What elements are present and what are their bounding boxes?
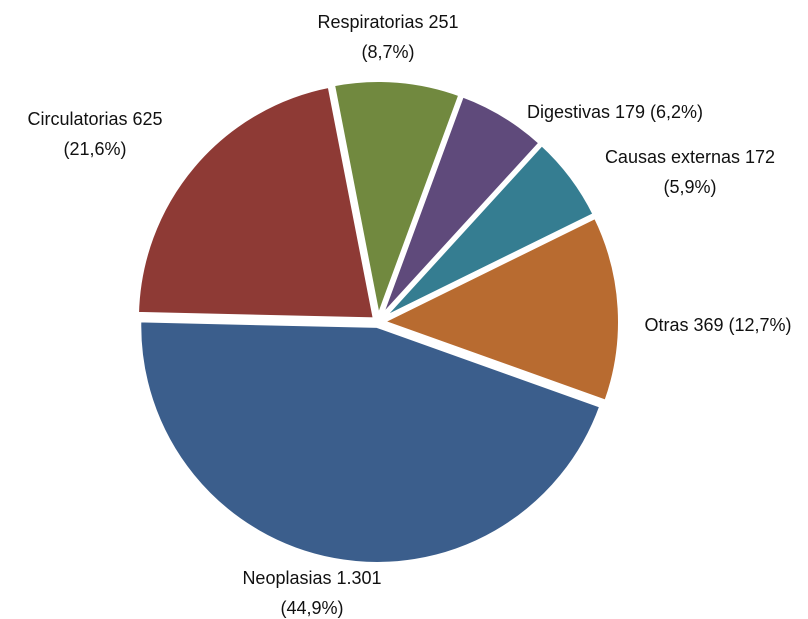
pie-slice [137,318,604,566]
label-percent: (8,7%) [361,42,414,62]
label-percent: (44,9%) [280,598,343,618]
slice-label: Neoplasias 1.301 (44,9%) [242,568,381,618]
slice-label: Otras 369 (12,7%) [644,315,791,335]
label-category: Neoplasias [242,568,331,588]
label-category: Otras [644,315,688,335]
label-category: Circulatorias [27,109,127,129]
label-value: 251 [429,12,459,32]
slice-label: Causas externas 172 (5,9%) [605,147,775,197]
label-category: Causas externas [605,147,740,167]
slice-label: Digestivas 179 (6,2%) [527,102,703,122]
pie-slice [379,214,622,404]
label-value: 369 [693,315,723,335]
label-percent: (12,7%) [729,315,792,335]
slice-label: Respiratorias 251 (8,7%) [317,12,458,62]
pie-slice [135,83,377,322]
label-value: 625 [132,109,162,129]
pie-slice [379,141,597,322]
label-value: 179 [615,102,645,122]
label-value: 172 [745,147,775,167]
label-value: 1.301 [337,568,382,588]
pie-slice [330,78,463,321]
label-percent: (5,9%) [663,177,716,197]
label-percent: (21,6%) [63,139,126,159]
label-category: Digestivas [527,102,610,122]
label-percent: (6,2%) [650,102,703,122]
slice-label: Circulatorias 625 (21,6%) [27,109,162,159]
label-category: Respiratorias [317,12,423,32]
